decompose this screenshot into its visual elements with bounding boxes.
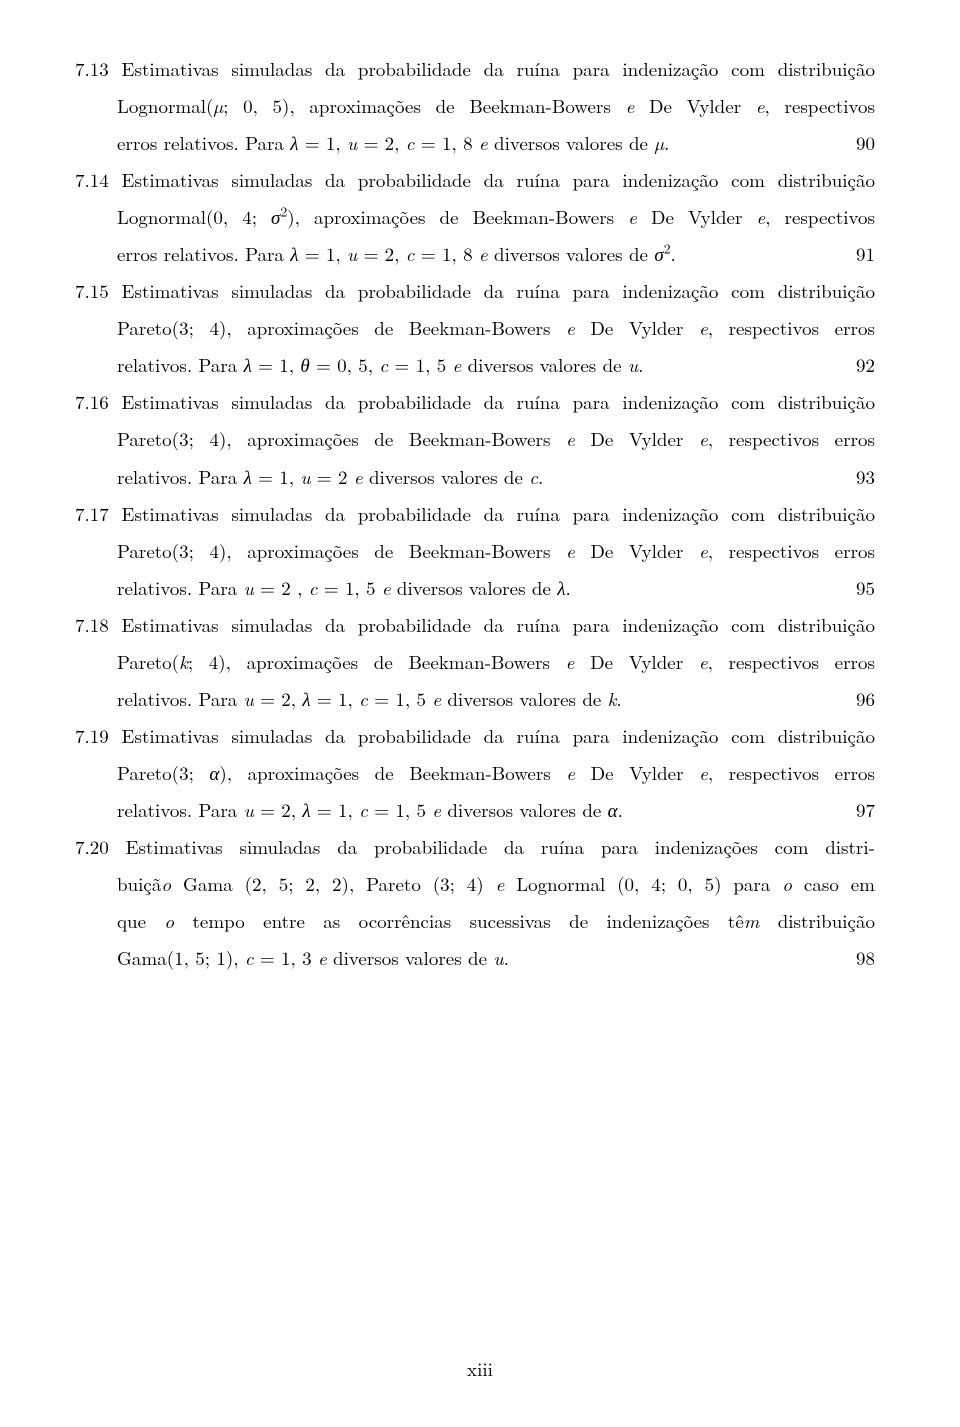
toc-entry-body-line: Pareto(k; 4), aproximações de Beekman-Bo… [117, 643, 875, 680]
toc-entry-last-text: relativos. Para λ = 1, u = 2 e diversos … [117, 458, 543, 495]
toc-list: 7.13 Estimativas simuladas da probabilid… [75, 50, 875, 976]
toc-entry-head: 7.17 Estimativas simuladas da probabilid… [75, 495, 875, 532]
toc-entry: 7.16 Estimativas simuladas da probabilid… [75, 383, 875, 494]
entry-number: 7.15 [75, 272, 109, 309]
toc-entry: 7.20 Estimativas simuladas da probabilid… [75, 828, 875, 976]
toc-entry-last-text: relativos. Para u = 2, λ = 1, c = 1, 5 e… [117, 680, 622, 717]
toc-page-number: 95 [846, 569, 875, 606]
toc-entry-last-text: Gama(1, 5; 1), c = 1, 3 e diversos valor… [117, 939, 509, 976]
toc-page-number: 92 [846, 346, 875, 383]
toc-entry-last-text: erros relativos. Para λ = 1, u = 2, c = … [117, 124, 669, 161]
toc-entry-head: 7.19 Estimativas simuladas da probabilid… [75, 717, 875, 754]
toc-page-number: 98 [846, 939, 875, 976]
toc-entry-last-line: erros relativos. Para λ = 1, u = 2, c = … [117, 235, 875, 272]
toc-page-number: 91 [846, 235, 875, 272]
toc-entry: 7.18 Estimativas simuladas da probabilid… [75, 606, 875, 717]
toc-entry-head: 7.18 Estimativas simuladas da probabilid… [75, 606, 875, 643]
entry-number: 7.18 [75, 606, 109, 643]
entry-number: 7.14 [75, 161, 109, 198]
toc-entry-head: 7.13 Estimativas simuladas da probabilid… [75, 50, 875, 87]
toc-entry-body-line: Lognormal(0, 4; σ2), aproximações de Bee… [117, 198, 875, 235]
toc-entry-last-text: erros relativos. Para λ = 1, u = 2, c = … [117, 235, 676, 272]
toc-entry-last-line: erros relativos. Para λ = 1, u = 2, c = … [117, 124, 875, 161]
entry-number: 7.16 [75, 383, 109, 420]
toc-entry-body-line: buição Gama (2, 5; 2, 2), Pareto (3; 4) … [117, 865, 875, 902]
toc-entry-last-text: relativos. Para λ = 1, θ = 0, 5, c = 1, … [117, 346, 643, 383]
toc-page-number: 96 [846, 680, 875, 717]
toc-entry-last-line: relativos. Para λ = 1, u = 2 e diversos … [117, 458, 875, 495]
toc-entry: 7.14 Estimativas simuladas da probabilid… [75, 161, 875, 272]
toc-entry-head: 7.16 Estimativas simuladas da probabilid… [75, 383, 875, 420]
toc-entry-head: 7.15 Estimativas simuladas da probabilid… [75, 272, 875, 309]
toc-entry-last-text: relativos. Para u = 2 , c = 1, 5 e diver… [117, 569, 571, 606]
toc-entry-body-line: Lognormal(µ; 0, 5), aproximações de Beek… [117, 87, 875, 124]
toc-entry-head: 7.14 Estimativas simuladas da probabilid… [75, 161, 875, 198]
toc-entry: 7.15 Estimativas simuladas da probabilid… [75, 272, 875, 383]
toc-entry: 7.19 Estimativas simuladas da probabilid… [75, 717, 875, 828]
entry-number: 7.17 [75, 495, 109, 532]
toc-entry-last-line: relativos. Para λ = 1, θ = 0, 5, c = 1, … [117, 346, 875, 383]
toc-entry: 7.13 Estimativas simuladas da probabilid… [75, 50, 875, 161]
toc-entry-last-text: relativos. Para u = 2, λ = 1, c = 1, 5 e… [117, 791, 623, 828]
toc-page-number: 93 [846, 458, 875, 495]
toc-entry-body-line: Pareto(3; α), aproximações de Beekman-Bo… [117, 754, 875, 791]
toc-entry-body-line: Pareto(3; 4), aproximações de Beekman-Bo… [117, 420, 875, 457]
toc-page-number: 90 [846, 124, 875, 161]
toc-entry-body-line: Pareto(3; 4), aproximações de Beekman-Bo… [117, 532, 875, 569]
toc-entry: 7.17 Estimativas simuladas da probabilid… [75, 495, 875, 606]
toc-entry-body-line: que o tempo entre as ocorrências sucessi… [117, 902, 875, 939]
toc-entry-last-line: relativos. Para u = 2, λ = 1, c = 1, 5 e… [117, 680, 875, 717]
entry-number: 7.19 [75, 717, 109, 754]
toc-entry-last-line: relativos. Para u = 2, λ = 1, c = 1, 5 e… [117, 791, 875, 828]
toc-entry-body-line: Pareto(3; 4), aproximações de Beekman-Bo… [117, 309, 875, 346]
entry-number: 7.20 [75, 828, 109, 865]
page-footer: xiii [0, 1350, 960, 1387]
toc-entry-last-line: Gama(1, 5; 1), c = 1, 3 e diversos valor… [117, 939, 875, 976]
toc-entry-last-line: relativos. Para u = 2 , c = 1, 5 e diver… [117, 569, 875, 606]
toc-page-number: 97 [846, 791, 875, 828]
entry-number: 7.13 [75, 50, 109, 87]
toc-entry-head: 7.20 Estimativas simuladas da probabilid… [75, 828, 875, 865]
